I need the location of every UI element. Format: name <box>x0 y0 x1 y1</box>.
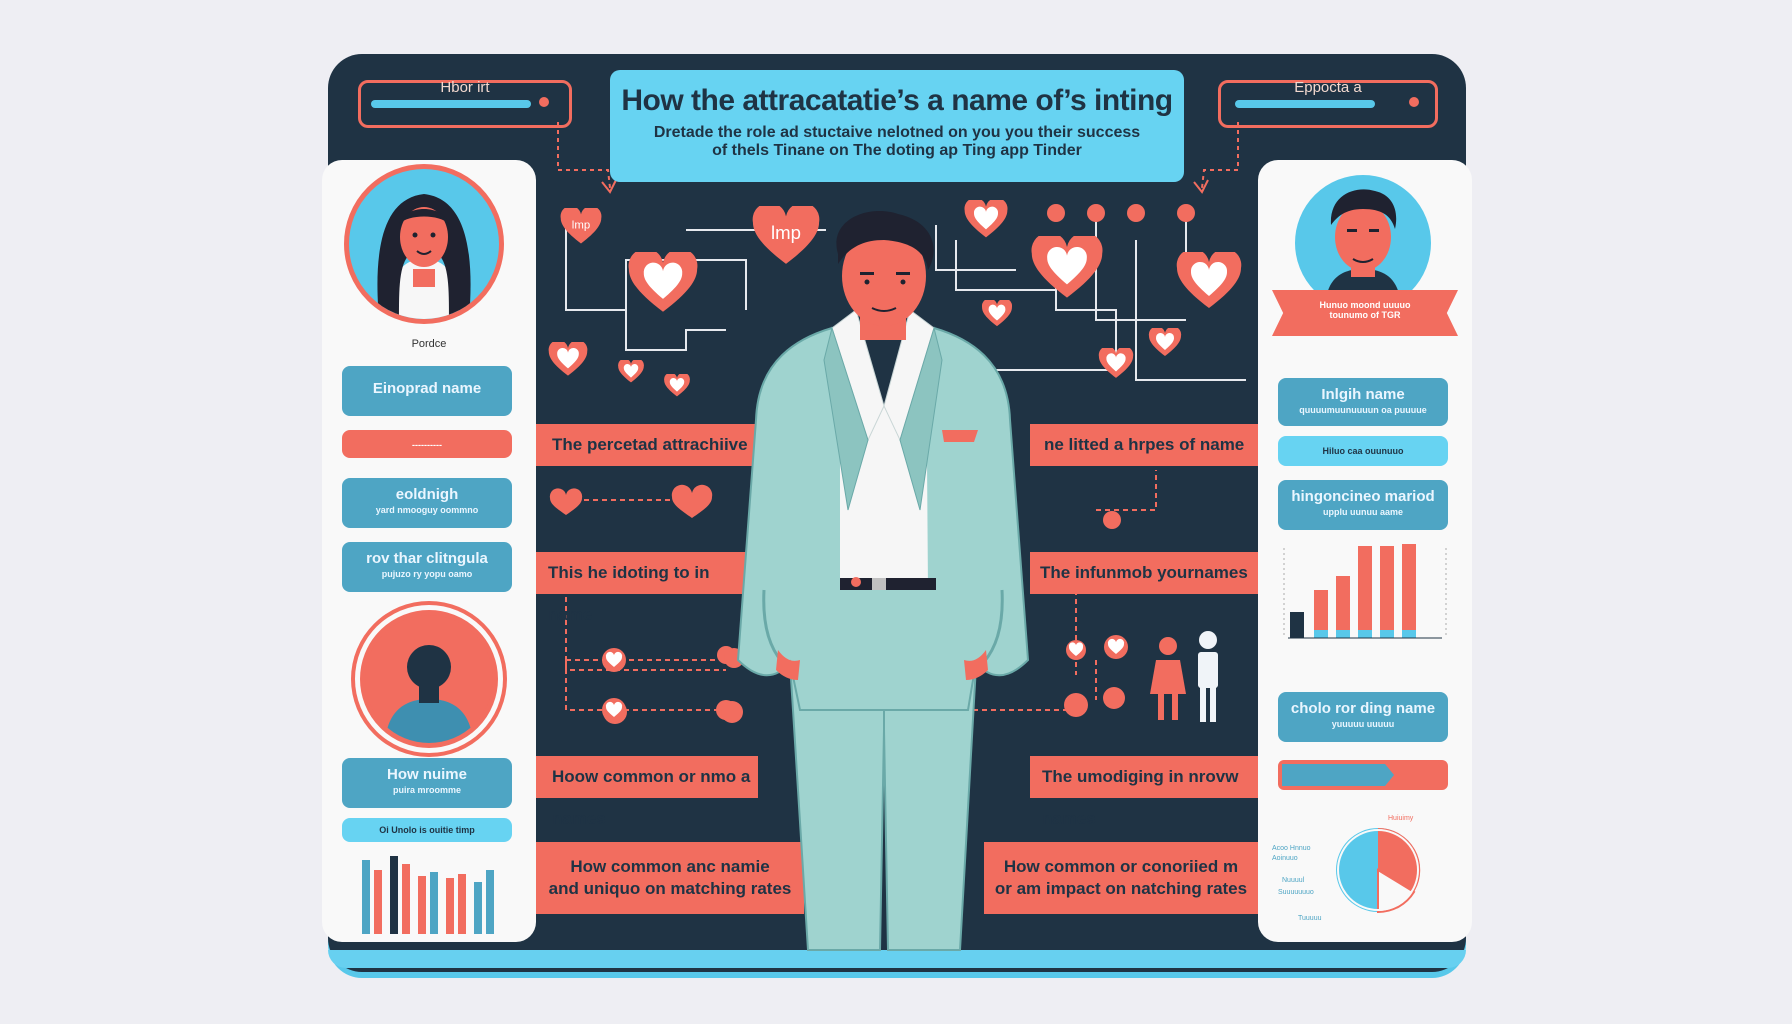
pie-label-6: Huiuimy <box>1388 815 1414 822</box>
right-box-4: cholo ror ding name yuuuuu uuuuu <box>1278 692 1448 742</box>
man-silhouette-avatar <box>360 610 498 748</box>
right-tab-label: Eppocta a <box>1294 79 1362 96</box>
left-box-4: rov thar clitngula pujuzo ry yopu oamo <box>342 542 512 592</box>
heart-icon <box>618 360 644 383</box>
left-box-1-title: Einoprad name <box>372 380 482 397</box>
heart-icon <box>1176 252 1242 308</box>
heart-icon <box>1098 348 1134 378</box>
left-box-2-text: ---------- <box>412 440 442 450</box>
right-box-1-sub: quuuumuunuuuun oa puuuue <box>1299 405 1427 415</box>
heart-icon <box>964 200 1008 238</box>
band-4-left: How common anc namie and uniquo on match… <box>536 842 804 914</box>
left-box-5-title: How nuime <box>386 766 467 783</box>
frame-base <box>328 950 1466 968</box>
heart-icon <box>1148 328 1182 356</box>
left-box-3-title: eoldnigh <box>395 486 459 503</box>
heart-icon <box>982 300 1012 327</box>
title-box: How the attracatatie’s a name of’s intin… <box>610 70 1184 182</box>
left-box-2: ---------- <box>342 430 512 458</box>
right-box-4-title: cholo ror ding name <box>1290 700 1436 717</box>
band-4-right-line-2: or am impact on natching rates <box>994 879 1248 898</box>
band-4-right-line-1: How common or conoriied m <box>1003 857 1239 876</box>
right-tab-bar <box>1235 100 1375 108</box>
left-box-4-sub: pujuzo ry yopu oamo <box>381 569 473 579</box>
right-box-2-text: Hiluo caa ouunuuo <box>1322 446 1404 456</box>
heart-icon <box>628 252 698 312</box>
left-tab-bar <box>371 100 531 108</box>
left-header-tab: Hbor irt <box>358 79 572 128</box>
dashed-arrow-right <box>1193 122 1239 194</box>
band-2-right: The infunmob yournames <box>1030 552 1258 594</box>
page-title: How the attracatatie’s a name of’s intin… <box>621 84 1173 117</box>
left-box-6: Oi Unolo is ouitie timp <box>342 818 512 842</box>
band-4-left-line-2: and uniquo on matching rates <box>548 879 792 898</box>
man-in-suit-illustration <box>736 211 1030 951</box>
right-box-1: Inlgih name quuuumuunuuuun oa puuuue <box>1278 378 1448 426</box>
connector-lines-lower <box>565 631 1218 723</box>
band-1-left: The percetad attrachiive <box>536 424 758 466</box>
heart-tag: lmp <box>572 219 590 231</box>
right-header-tab: Eppocta a <box>1218 79 1438 128</box>
heart-icon: lmp <box>752 206 820 264</box>
right-side-panel: Hunuo moond uuuuo tounumo of TGR Inlgih … <box>1258 160 1472 942</box>
ribbon-line-1: Hunuo moond uuuuo <box>1319 300 1411 310</box>
left-side-panel: Pordce Einoprad name ---------- eoldnigh… <box>322 160 536 942</box>
right-bar-chart <box>1283 544 1447 639</box>
left-tab-knob <box>539 97 549 107</box>
right-box-3: hingoncineo mariod upplu uunuu aame <box>1278 480 1448 530</box>
pie-label-4: Suuuuuuuo <box>1278 889 1314 896</box>
right-box-4-sub: yuuuuu uuuuu <box>1331 719 1395 729</box>
right-box-2: Hiluo caa ouunuuo <box>1278 436 1448 466</box>
woman-caption: Pordce <box>411 338 447 350</box>
heart-tag: lmp <box>771 222 801 243</box>
pie-label-3: Nuuuul <box>1282 877 1305 884</box>
subtitle-line-2: of thels Tinane on The doting ap Ting ap… <box>712 142 1082 159</box>
band-3-left: Hoow common or nmo a names <box>536 756 758 828</box>
right-box-3-sub: upplu uunuu aame <box>1323 507 1403 517</box>
band-2-left: This he idoting to in name <box>536 552 758 624</box>
right-box-3-title: hingoncineo mariod <box>1291 488 1435 505</box>
left-tab-label: Hbor irt <box>440 79 490 96</box>
man-ribbon: Hunuo moond uuuuo tounumo of TGR <box>1272 290 1458 336</box>
couple-icon <box>1150 631 1218 722</box>
left-box-6-text: Oi Unolo is ouitie timp <box>379 825 475 835</box>
band-3-right: The umodiging in nrovw names <box>1030 756 1258 828</box>
pie-label-2: Aoinuuo <box>1272 855 1298 862</box>
heart-icon <box>664 374 690 397</box>
left-box-1: Einoprad name <box>342 366 512 416</box>
heart-icon <box>548 342 588 376</box>
subtitle-line-1: Dretade the role ad stuctaive nelotned o… <box>653 124 1141 141</box>
right-progress-strip <box>1278 760 1448 790</box>
left-box-5: How nuime puira mroomme <box>342 758 512 808</box>
pie-label-1: Acoo Hnnuo <box>1272 845 1311 852</box>
heart-icon <box>1031 236 1103 298</box>
dashed-arrow-left <box>557 122 617 194</box>
band-4-left-line-1: How common anc namie <box>570 857 770 876</box>
left-box-3-sub: yard nmooguy oommno <box>375 505 479 515</box>
pie-label-5: Tuuuuu <box>1298 915 1322 922</box>
right-box-1-title: Inlgih name <box>1321 386 1405 403</box>
right-pie-chart: Acoo Hnnuo Aoinuuo Nuuuul Suuuuuuuo Tuuu… <box>1272 815 1421 922</box>
woman-avatar <box>344 164 504 324</box>
left-box-3: eoldnigh yard nmooguy oommno <box>342 478 512 528</box>
left-box-5-sub: puira mroomme <box>392 785 461 795</box>
right-progress-fill <box>1282 764 1394 786</box>
heart-icon: lmp <box>560 208 602 244</box>
right-tab-knob <box>1409 97 1419 107</box>
band-1-right: ne litted a hrpes of name <box>1030 424 1258 466</box>
left-bar-chart <box>362 856 494 934</box>
left-box-4-title: rov thar clitngula <box>366 550 488 567</box>
ribbon-line-2: tounumo of TGR <box>1329 310 1401 320</box>
band-4-right: How common or conoriied m or am impact o… <box>984 842 1258 914</box>
